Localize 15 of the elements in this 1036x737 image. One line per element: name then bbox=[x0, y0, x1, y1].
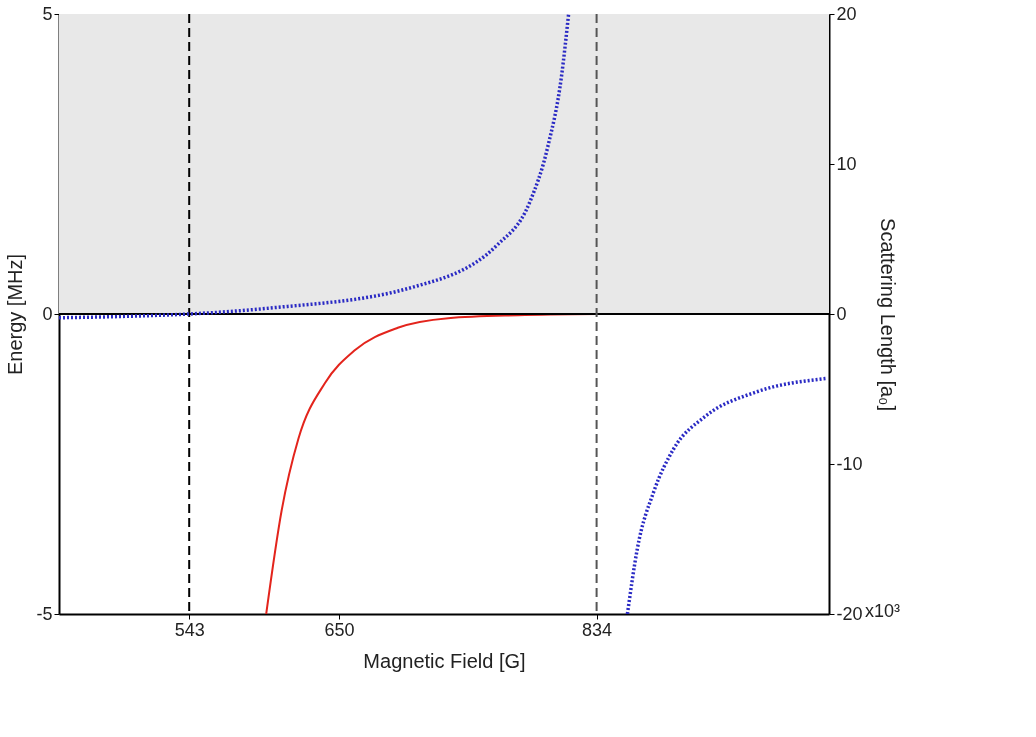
text: x10³ bbox=[865, 601, 901, 621]
x-tick-label: 543 bbox=[174, 619, 205, 640]
y2-tick-label: 10 bbox=[836, 153, 857, 174]
x-axis-title: Magnetic Field [G] bbox=[363, 649, 526, 672]
x-tick-label: 834 bbox=[582, 619, 613, 640]
y2-axis-title: Scattering Length [a₀] bbox=[876, 218, 899, 411]
x-tick-label: 650 bbox=[324, 619, 355, 640]
y-axis-title: Energy [MHz] bbox=[4, 253, 27, 376]
y2-tick-label: -10 bbox=[836, 453, 863, 474]
y-tick-label: -5 bbox=[36, 603, 53, 624]
y2-tick-label: -20 bbox=[836, 603, 863, 624]
y2-tick-label: 0 bbox=[836, 303, 847, 324]
y-tick-label: 0 bbox=[42, 303, 53, 324]
y2-tick-label: 20 bbox=[836, 3, 857, 24]
y-tick-label: 5 bbox=[42, 3, 53, 24]
